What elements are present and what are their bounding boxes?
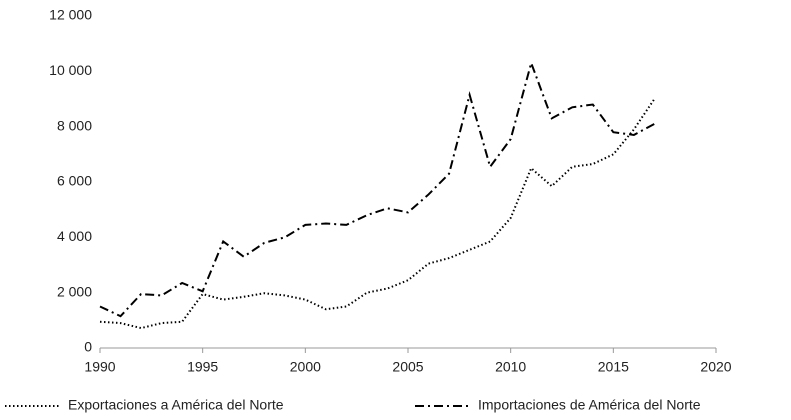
line-series: [99, 59, 655, 318]
x-tick-label: 2020: [700, 359, 731, 375]
x-tick-label: 2005: [392, 359, 423, 375]
y-tick-label: 4 000: [57, 228, 92, 244]
x-tick-label: 2000: [290, 359, 321, 375]
y-tick-label: 2 000: [57, 283, 92, 299]
y-tick-label: 6 000: [57, 173, 92, 189]
y-tick-label: 8 000: [57, 117, 92, 133]
x-tick-label: 2010: [495, 359, 526, 375]
x-tick-label: 1995: [187, 359, 218, 375]
x-tick-label: 2015: [598, 359, 629, 375]
y-tick-label: 12 000: [49, 7, 92, 23]
y-tick-label: 0: [84, 339, 92, 355]
line-series: [99, 98, 656, 330]
legend-label: Importaciones de América del Norte: [478, 397, 701, 413]
legend-label: Exportaciones a América del Norte: [68, 397, 284, 413]
y-tick-label: 10 000: [49, 62, 92, 78]
x-tick-label: 1990: [84, 359, 115, 375]
